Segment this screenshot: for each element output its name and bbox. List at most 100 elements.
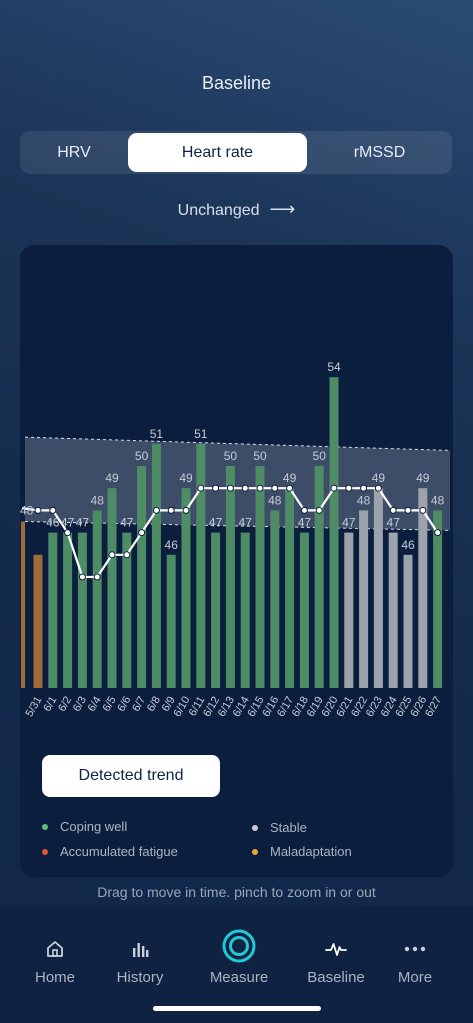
chart-bar: [299, 532, 309, 688]
bar-value-label: 46: [165, 538, 179, 552]
chart-bar: [63, 532, 73, 688]
tab-home[interactable]: Home: [10, 906, 100, 996]
bar-value-label: 49: [179, 471, 193, 485]
trend-point: [404, 506, 412, 514]
legend-dot: [42, 823, 48, 830]
trend-point: [241, 484, 249, 492]
chart-bar: [314, 466, 324, 688]
trend-point: [286, 484, 294, 492]
chart-bar: [359, 510, 369, 688]
chart-bar: [403, 554, 413, 688]
chart-bar: [77, 532, 87, 688]
chart-card[interactable]: 46 47 47 48 49 47 50 51 46 49 51 47 50 47 50 48 49 47 50 54…: [20, 245, 453, 877]
chart-bar: [344, 532, 354, 688]
tab-more[interactable]: More: [370, 906, 460, 996]
legend-dot: [252, 848, 258, 855]
tab-measure[interactable]: Measure: [194, 906, 284, 996]
band-upper-line: [24, 436, 451, 451]
page-title: Baseline: [201, 73, 272, 93]
trend-point: [434, 529, 442, 537]
trend-point: [152, 506, 160, 514]
chart-bar: [433, 510, 443, 688]
bar-value-label: 51: [150, 427, 164, 441]
chart-bar: [21, 521, 25, 688]
bar-value-label: 49: [416, 471, 430, 485]
trend-point: [138, 529, 146, 537]
trend-point: [374, 484, 382, 492]
x-tick-label: 6/4: [86, 695, 104, 714]
legend-label: Stable: [270, 820, 307, 835]
bar-value-label: 47: [61, 516, 75, 530]
trend-point: [49, 506, 57, 514]
trend-point: [34, 506, 42, 514]
tab-rmssd[interactable]: rMSSD: [353, 144, 406, 161]
chart-bar: [270, 510, 280, 688]
bottom-tab-bar: Home History Measure Baseline More: [0, 906, 473, 1023]
trend-point: [64, 529, 72, 537]
bar-value-label: 47: [387, 516, 401, 530]
trend-point: [197, 484, 205, 492]
bar-value-label: 47: [120, 516, 134, 530]
trend-point: [226, 484, 234, 492]
trend-point: [123, 551, 131, 559]
detected-trend-button[interactable]: Detected trend: [42, 755, 220, 797]
bar-value-label: 50: [313, 449, 327, 463]
heart-rate-chart[interactable]: 46 47 474849475051464951475047504849475054…: [20, 245, 453, 745]
trend-point: [93, 573, 101, 581]
bar-value-label: 48: [431, 493, 445, 507]
bar-value-label: 48: [91, 493, 105, 507]
trend-point: [256, 484, 264, 492]
bar-value-label: 49: [105, 471, 119, 485]
chart-bar: [211, 532, 221, 688]
trend-status-label: Unchanged: [177, 202, 260, 219]
pulse-icon: [291, 936, 381, 962]
trend-point: [315, 506, 323, 514]
chart-bar: [92, 510, 102, 688]
x-tick-label: 6/8: [145, 695, 163, 714]
trend-point: [108, 551, 116, 559]
measure-ring-icon: [194, 928, 284, 964]
legend-accumulated-fatigue: Accumulated fatigue: [42, 844, 178, 859]
chart-bar: [122, 532, 132, 688]
x-tick-label: 6/5: [101, 695, 119, 714]
chart-bar: [33, 554, 43, 688]
metric-segmented-control: HRV Heart rate rMSSD: [20, 131, 452, 174]
trend-point: [330, 484, 338, 492]
legend-dot: [252, 824, 258, 831]
tab-label: More: [397, 969, 433, 986]
chart-bar: [373, 488, 383, 688]
gesture-hint: Drag to move in time. pinch to zoom in o…: [97, 884, 376, 900]
trend-point: [212, 484, 220, 492]
bar-value-label: 48: [357, 493, 371, 507]
legend-maladaptation: Maladaptation: [252, 844, 352, 859]
bar-value-label: 50: [224, 449, 238, 463]
x-tick-label: 6/6: [115, 695, 133, 714]
tab-label: Baseline: [307, 969, 365, 986]
legend-coping-well: Coping well: [42, 819, 127, 834]
home-indicator: [153, 1006, 321, 1011]
bar-value-label: 48: [20, 503, 34, 517]
bar-value-label: 49: [283, 471, 297, 485]
chart-bar: [48, 532, 58, 688]
tab-heart-rate[interactable]: Heart rate: [128, 133, 307, 172]
tab-history[interactable]: History: [95, 906, 185, 996]
bar-value-label: 47: [239, 516, 253, 530]
trend-point: [360, 484, 368, 492]
tab-hrv[interactable]: HRV: [57, 144, 91, 161]
legend-label: Maladaptation: [270, 844, 352, 859]
tab-baseline[interactable]: Baseline: [291, 906, 381, 996]
x-tick-label: 6/27: [423, 695, 444, 720]
bar-value-label: 47: [342, 516, 356, 530]
tab-label: Home: [34, 969, 75, 986]
bar-value-label: 54: [327, 360, 341, 374]
chart-bar: [137, 466, 147, 688]
x-tick-label: 6/2: [56, 695, 74, 714]
bar-value-label: 47: [209, 516, 223, 530]
legend-label: Coping well: [60, 819, 128, 834]
chart-bar: [107, 488, 117, 688]
legend-dot: [42, 848, 48, 855]
bar-value-label: 49: [372, 471, 386, 485]
bar-value-label: 50: [253, 449, 267, 463]
chart-bar: [166, 554, 176, 688]
chart-bar: [285, 488, 295, 688]
